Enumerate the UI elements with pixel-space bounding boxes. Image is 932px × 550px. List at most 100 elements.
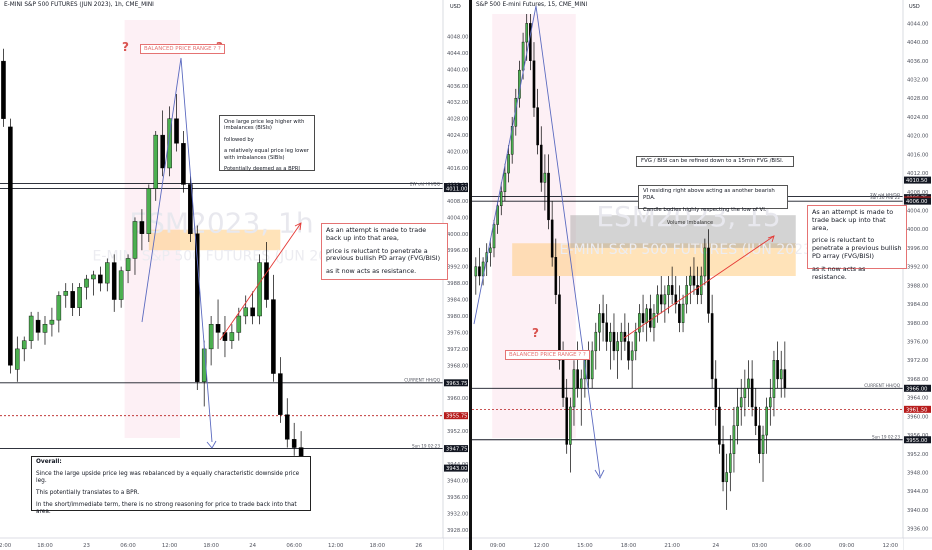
right-chart-panel[interactable]: ESM2023, 15 E-MINI S&P 500 FUTURES (JUN 2… — [472, 0, 932, 550]
candle — [572, 360, 576, 426]
price-label-bg — [444, 185, 468, 193]
candle — [547, 154, 550, 230]
overall-line-3: In the short/immediate term, there is no… — [36, 502, 297, 515]
candle-body — [35, 319, 41, 333]
note-attempt-left-line-2: price is reluctant to penetrate a previo… — [326, 246, 441, 263]
y-tick-label: 4036.00 — [907, 59, 928, 65]
candle — [703, 238, 707, 286]
candle-body — [750, 378, 754, 408]
candle-body — [670, 285, 674, 295]
y-tick-label: 4032.00 — [447, 100, 468, 106]
overall-line-2: This potentially translates to a BPR. — [36, 490, 140, 496]
candle — [736, 388, 739, 445]
candle-body — [105, 262, 110, 284]
right-chart-svg[interactable]: ESM2023, 15E-MINI S&P 500 FUTURES (JUN 2… — [472, 0, 932, 550]
y-tick-label: 3936.00 — [447, 495, 468, 501]
x-tick-label: 12:00 — [883, 543, 899, 549]
candle — [750, 360, 754, 417]
candle-body — [605, 322, 608, 342]
candle — [627, 322, 630, 370]
candle-body — [125, 258, 131, 271]
y-tick-label: 4020.00 — [447, 150, 468, 156]
candle-body — [649, 308, 652, 328]
candle — [692, 257, 696, 295]
price-label: 3955.75 — [446, 414, 467, 420]
y-tick-label: 3944.00 — [907, 489, 928, 495]
candle — [478, 247, 481, 286]
watermark-symbol: ESM2023, 1h — [129, 206, 313, 239]
y-tick-label: 4036.00 — [447, 84, 468, 90]
price-label-bg — [444, 412, 468, 420]
candle — [696, 266, 699, 305]
y-tick-label: 3992.00 — [907, 265, 928, 271]
candle — [125, 254, 131, 284]
candle-body — [754, 406, 758, 426]
x-tick-label: 12:00 — [533, 543, 549, 549]
candle — [132, 217, 138, 275]
x-tick-label: 18:00 — [203, 543, 219, 549]
candle — [732, 407, 736, 473]
left-chart-panel[interactable]: ESM2023, 1h E-MINI S&P 500 FUTURES (JUN 2… — [0, 0, 469, 550]
volume-imbalance-zone — [570, 215, 796, 248]
candle-body — [638, 313, 641, 333]
volume-imbalance-label: Volume Imbalance — [666, 220, 714, 226]
candle-body — [583, 360, 587, 380]
retrace-arrow-line — [219, 222, 302, 341]
candle — [598, 304, 601, 351]
candle-body — [521, 41, 525, 71]
candle-body — [663, 294, 667, 305]
y-tick-label: 3952.00 — [907, 452, 928, 458]
candle — [587, 341, 590, 389]
y-tick-label: 3976.00 — [907, 340, 928, 346]
candle — [181, 131, 186, 193]
candle-body — [783, 369, 787, 389]
candle-body — [229, 332, 235, 341]
overall-title: Overall: — [36, 459, 62, 465]
candle-body — [627, 341, 630, 361]
candle — [579, 369, 583, 426]
candle — [616, 332, 619, 379]
x-tick-label: 18:00 — [621, 543, 637, 549]
candle — [222, 316, 228, 358]
price-label-tag: CURRENT HH/QQ — [864, 383, 900, 388]
candle — [532, 42, 536, 117]
candle-body — [587, 360, 590, 380]
candle — [761, 425, 765, 482]
candle — [656, 285, 659, 323]
candle-body — [612, 331, 616, 352]
candle — [641, 294, 645, 333]
candle-body — [779, 369, 783, 380]
left-chart-title: E-MINI S&P 500 FUTURES (JUN 2023), 1h, C… — [4, 2, 154, 8]
candle — [139, 209, 145, 251]
candle — [747, 360, 750, 407]
candle-body — [619, 331, 623, 342]
y-tick-label: 4012.00 — [907, 171, 928, 177]
candle — [536, 88, 539, 155]
candle — [105, 258, 110, 292]
retrace-arrowhead — [767, 235, 775, 243]
candle-body — [598, 313, 601, 333]
candle — [278, 357, 283, 423]
x-tick-label: 06:00 — [286, 543, 302, 549]
y-tick-label: 4024.00 — [907, 115, 928, 121]
candle-body — [118, 270, 124, 300]
candle — [779, 350, 783, 398]
y-tick-label: 3952.00 — [447, 429, 468, 435]
candle-body — [284, 414, 290, 440]
candle — [91, 270, 96, 296]
left-chart-svg[interactable]: ESM2023, 1h E-MINI S&P 500 FUTURES (JUN 2… — [0, 0, 469, 550]
x-tick-label: 09:00 — [839, 543, 855, 549]
candle-body — [499, 191, 503, 207]
candle-body — [42, 324, 48, 333]
candle-body — [594, 331, 598, 352]
y-tick-label: 3984.00 — [447, 298, 468, 304]
candle — [667, 276, 670, 314]
candle — [554, 238, 558, 305]
candle-body — [489, 247, 492, 253]
note-attempt-right: As an attempt is made to trade back up i… — [807, 205, 907, 280]
panel-divider[interactable] — [469, 0, 472, 550]
candle-body — [729, 453, 732, 473]
candle-body — [77, 287, 82, 308]
y-tick-label: 4016.00 — [907, 152, 928, 158]
